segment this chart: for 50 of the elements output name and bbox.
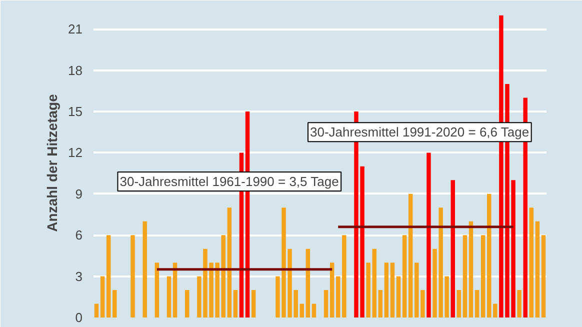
bar	[185, 290, 190, 318]
y-tick-label: 21	[68, 22, 83, 37]
bar	[402, 235, 407, 318]
bar	[426, 152, 431, 318]
y-tick-label: 12	[68, 145, 83, 160]
bar	[330, 262, 334, 318]
bar	[474, 290, 480, 318]
bar	[172, 262, 178, 318]
y-tick-label: 15	[68, 104, 83, 119]
y-axis-title: Anzahl der Hitzetage	[44, 94, 60, 232]
bar	[130, 235, 135, 318]
bar	[517, 290, 522, 318]
bar	[306, 248, 310, 318]
bar	[480, 235, 486, 318]
bar	[456, 290, 462, 318]
bar	[112, 290, 117, 318]
bar	[106, 235, 111, 318]
bar	[100, 276, 105, 318]
bar	[227, 208, 232, 318]
bar	[541, 235, 546, 318]
bar	[312, 304, 316, 318]
annotation: 30-Jahresmittel 1991-2020 = 6,6 Tage	[310, 124, 530, 140]
y-tick-label: 18	[68, 62, 83, 78]
bar	[493, 304, 498, 318]
y-tick-label: 3	[75, 268, 83, 284]
y-tick-label: 6	[75, 228, 83, 243]
bar	[342, 235, 346, 318]
bar	[251, 290, 256, 318]
bar	[450, 180, 455, 318]
bar	[154, 262, 160, 318]
bar	[529, 208, 534, 318]
bar	[166, 276, 172, 318]
bar	[300, 304, 304, 318]
annotation: 30-Jahresmittel 1961-1990 = 3,5 Tage	[120, 174, 339, 190]
bar	[142, 221, 147, 318]
y-tick-label: 9	[75, 186, 83, 202]
bar	[468, 221, 474, 318]
bar	[378, 290, 383, 318]
bar	[408, 194, 413, 318]
bar	[336, 276, 340, 318]
bar	[462, 235, 468, 318]
bar	[390, 262, 395, 318]
bar	[94, 304, 99, 318]
bar	[396, 276, 401, 318]
bar	[384, 262, 389, 318]
bar	[535, 221, 540, 318]
bar	[233, 290, 238, 318]
bar	[487, 194, 492, 318]
bar	[324, 290, 328, 318]
y-tick-label: 0	[75, 310, 83, 325]
